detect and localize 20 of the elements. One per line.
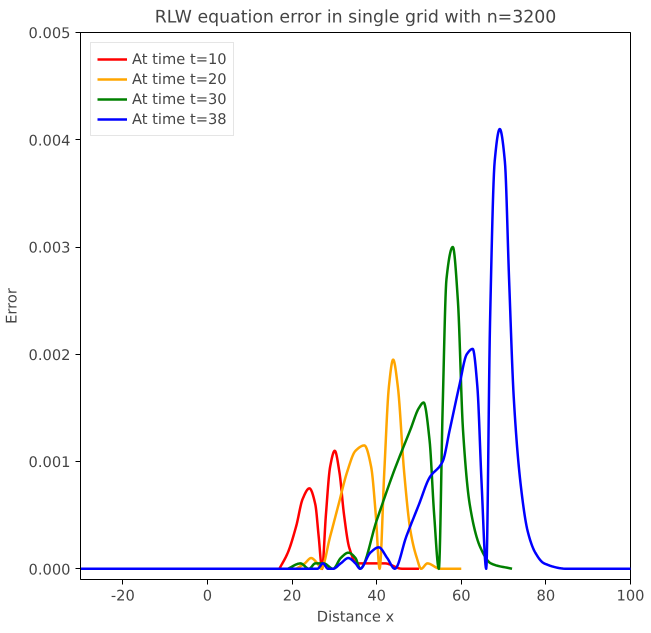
x-tick-label: -20 xyxy=(110,588,135,604)
legend-label: At time t=20 xyxy=(132,70,227,88)
x-tick-label: 20 xyxy=(282,588,302,604)
legend-label: At time t=30 xyxy=(132,90,227,108)
legend-label: At time t=10 xyxy=(132,50,227,68)
x-tick-label: 0 xyxy=(202,588,212,604)
x-tick-label: 40 xyxy=(367,588,386,604)
y-axis-title: Error xyxy=(4,287,21,324)
y-tick-label: 0.004 xyxy=(28,132,71,150)
y-tick-label: 0.002 xyxy=(28,346,71,364)
chart-title: RLW equation error in single grid with n=3200 xyxy=(154,8,556,28)
x-axis-title: Distance x xyxy=(316,608,395,626)
y-tick-label: 0.001 xyxy=(28,454,71,472)
y-tick-label: 0.005 xyxy=(28,25,71,42)
x-tick-label: 80 xyxy=(536,588,556,604)
x-tick-label: 100 xyxy=(616,588,644,604)
legend-label: At time t=38 xyxy=(132,110,227,128)
y-tick-label: 0.000 xyxy=(28,561,71,578)
x-tick-label: 60 xyxy=(452,588,471,604)
y-tick-label: 0.003 xyxy=(28,240,71,257)
